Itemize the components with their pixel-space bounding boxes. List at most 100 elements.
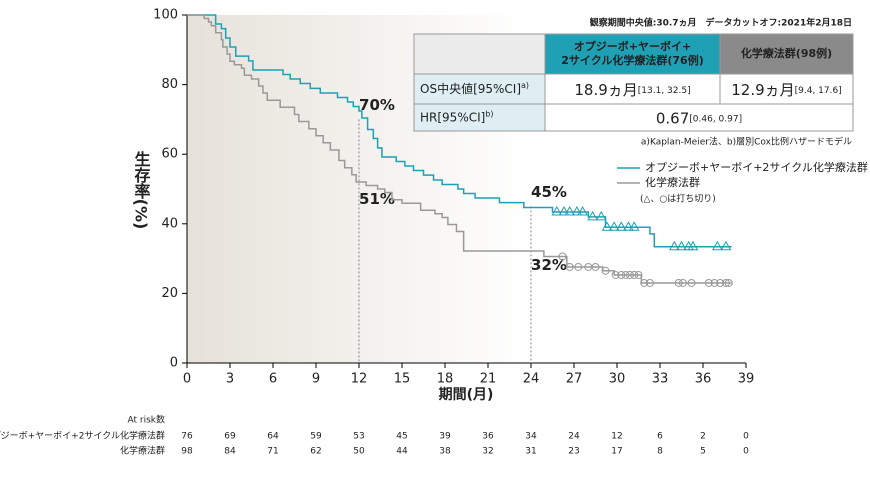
milestone-label: 45% <box>531 183 567 201</box>
at-risk-count: 8 <box>657 447 663 457</box>
censor-marker <box>608 221 620 231</box>
x-tick-label: 24 <box>523 372 540 387</box>
x-tick-label: 36 <box>695 372 712 387</box>
at-risk-count: 84 <box>224 447 236 457</box>
censor-marker <box>617 270 626 279</box>
censor-marker <box>674 278 683 287</box>
at-risk-count: 69 <box>224 432 236 442</box>
y-tick-label: 80 <box>161 77 178 92</box>
censor-marker <box>571 205 583 216</box>
header-cell <box>413 33 546 75</box>
censor-marker <box>587 210 598 221</box>
censor-marker <box>630 270 639 279</box>
at-risk-count: 50 <box>353 447 365 457</box>
censor-marker <box>611 270 620 279</box>
at-risk-name: 化学療法群 <box>120 445 165 457</box>
censor-marker <box>601 266 610 275</box>
censor-marker <box>678 278 687 287</box>
row-label: HR[95%CI]b) <box>420 109 494 124</box>
at-risk-count: 6 <box>657 432 663 442</box>
at-risk-name: オプジーボ+ヤーボイ+2サイクル化学療法群 <box>0 430 165 442</box>
row-label-cell <box>413 103 546 132</box>
value-cell <box>544 103 854 132</box>
value-cell <box>719 73 854 105</box>
at-risk-count: 31 <box>525 447 536 457</box>
at-risk-count: 64 <box>267 432 279 442</box>
header-cell <box>719 33 854 75</box>
milestone-label: 51% <box>359 190 395 208</box>
legend-label: オプジーボ+ヤーボイ+2サイクル化学療法群 <box>645 160 868 174</box>
censor-marker <box>591 262 600 271</box>
at-risk-count: 39 <box>439 432 451 442</box>
x-tick-label: 30 <box>609 372 626 387</box>
censor-marker <box>621 270 630 279</box>
at-risk-count: 32 <box>482 447 493 457</box>
value-cell-text: 0.67[0.46, 0.97] <box>656 109 742 127</box>
milestone-label: 32% <box>531 256 567 274</box>
milestone-label: 70% <box>359 96 395 114</box>
at-risk-count: 76 <box>181 432 193 442</box>
censor-marker <box>615 221 627 231</box>
at-risk-count: 24 <box>568 432 580 442</box>
censor-marker <box>601 221 613 231</box>
value-ci: [13.1, 32.5] <box>638 86 691 96</box>
at-risk-count: 5 <box>700 447 706 457</box>
censor-marker <box>577 205 588 216</box>
censor-marker <box>704 278 713 287</box>
at-risk-count: 53 <box>353 432 364 442</box>
at-risk-title: At risk数 <box>128 414 166 426</box>
value-ci: [9.4, 17.6] <box>795 86 842 96</box>
censor-marker <box>595 210 607 221</box>
censor-marker <box>711 240 723 251</box>
table-footnote: a)Kaplan-Meier法、b)層別Cox比例ハザードモデル <box>641 136 852 148</box>
row-label-text: HR[95%CI] <box>420 110 485 124</box>
x-tick-label: 3 <box>226 372 234 387</box>
row-label-text: OS中央値[95%CI] <box>420 81 521 96</box>
row-label: OS中央値[95%CI]a) <box>420 81 529 96</box>
censor-note: (△、○は打ち切り) <box>640 193 716 205</box>
table-note: 観察期間中央値:30.7ヵ月 データカットオフ:2021年2月18日 <box>590 17 852 29</box>
y-axis-label: 生存率(%) <box>132 150 151 230</box>
x-tick-label: 6 <box>269 372 277 387</box>
x-tick-label: 18 <box>437 372 454 387</box>
at-risk-count: 0 <box>743 447 749 457</box>
censor-marker <box>721 278 730 287</box>
censor-marker <box>558 205 570 216</box>
censor-marker <box>640 278 649 287</box>
y-tick-label: 40 <box>161 216 178 231</box>
at-risk-count: 23 <box>568 447 579 457</box>
at-risk-count: 2 <box>700 432 706 442</box>
at-risk-count: 71 <box>267 447 278 457</box>
row-label-sup: b) <box>485 109 493 118</box>
censor-marker <box>634 270 643 279</box>
censor-marker <box>720 240 732 251</box>
censor-marker <box>564 205 576 216</box>
header-label: 2サイクル化学療法群(76例) <box>561 53 703 67</box>
censor-marker <box>716 278 725 287</box>
at-risk-count: 36 <box>482 432 494 442</box>
row-label-sup: a) <box>521 81 529 90</box>
at-risk-count: 98 <box>181 447 193 457</box>
censor-marker <box>625 270 634 279</box>
x-tick-label: 15 <box>394 372 411 387</box>
at-risk-count: 17 <box>611 447 622 457</box>
value-main: 12.9ヵ月 <box>731 81 794 99</box>
value-cell-text: 18.9ヵ月[13.1, 32.5] <box>574 81 690 99</box>
at-risk-count: 34 <box>525 432 537 442</box>
x-tick-label: 39 <box>738 372 755 387</box>
x-tick-label: 27 <box>566 372 583 387</box>
censor-marker <box>623 221 634 231</box>
censor-marker <box>558 252 567 261</box>
at-risk-count: 59 <box>310 432 322 442</box>
header-cell <box>544 33 721 75</box>
x-tick-label: 33 <box>652 372 669 387</box>
survival-curve <box>187 14 732 248</box>
value-cell-text: 12.9ヵ月[9.4, 17.6] <box>731 81 842 99</box>
x-tick-label: 21 <box>480 372 497 387</box>
censor-marker <box>628 221 640 231</box>
header-label: 化学療法群(98例) <box>741 46 832 60</box>
header-label: オプジーボ+ヤーボイ+ <box>574 39 691 53</box>
censor-marker <box>687 240 699 251</box>
censor-marker <box>724 278 733 287</box>
